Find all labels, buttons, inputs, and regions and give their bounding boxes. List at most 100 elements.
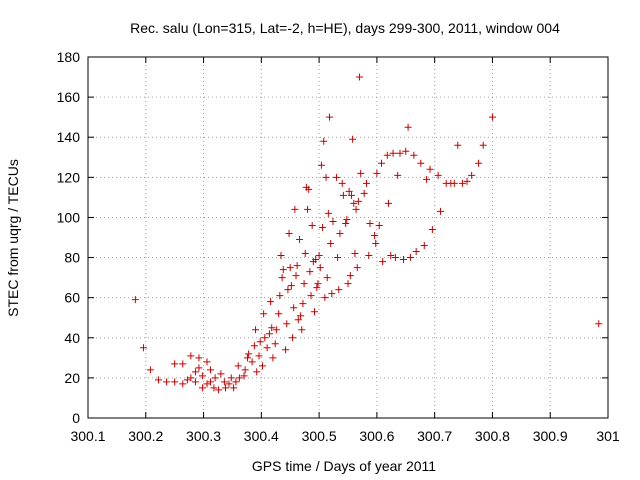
data-point xyxy=(248,358,256,366)
data-point xyxy=(227,374,235,382)
data-point xyxy=(375,221,383,229)
data-point xyxy=(324,209,332,217)
x-tick-label: 300.5 xyxy=(302,428,337,444)
data-point xyxy=(305,185,313,193)
data-point xyxy=(252,326,260,334)
data-point xyxy=(146,366,154,374)
data-point xyxy=(396,149,404,157)
x-axis-label: GPS time / Days of year 2011 xyxy=(252,458,436,474)
data-point xyxy=(373,169,381,177)
data-point xyxy=(283,320,291,328)
data-point xyxy=(222,384,230,392)
data-point xyxy=(267,298,275,306)
data-point xyxy=(463,177,471,185)
data-point xyxy=(220,378,228,386)
data-point xyxy=(287,282,295,290)
data-point xyxy=(334,254,342,262)
data-point xyxy=(179,380,187,388)
data-point xyxy=(258,362,266,370)
data-point xyxy=(171,378,179,386)
y-axis-label: STEC from uqrg / TECUs xyxy=(5,159,21,317)
data-point xyxy=(399,256,407,264)
data-point xyxy=(232,378,240,386)
data-point xyxy=(379,258,387,266)
data-point xyxy=(300,280,308,288)
data-point xyxy=(241,366,249,374)
data-point xyxy=(426,165,434,173)
data-point xyxy=(329,217,337,225)
data-point xyxy=(468,171,476,179)
data-point xyxy=(327,240,335,248)
data-point xyxy=(195,354,203,362)
data-point xyxy=(350,199,358,207)
x-tick-label: 300.8 xyxy=(475,428,510,444)
data-point xyxy=(289,334,297,342)
data-point xyxy=(163,378,171,386)
data-point xyxy=(187,374,195,382)
data-point xyxy=(317,161,325,169)
y-tick-label: 120 xyxy=(57,169,81,185)
data-point xyxy=(217,370,225,378)
data-point xyxy=(278,274,286,282)
data-point xyxy=(234,362,242,370)
y-tick-label: 0 xyxy=(72,410,80,426)
data-point xyxy=(282,346,290,354)
data-point xyxy=(417,159,425,167)
data-point xyxy=(339,191,347,199)
data-point xyxy=(365,252,373,260)
x-tick-label: 301 xyxy=(596,428,620,444)
data-point xyxy=(206,366,214,374)
data-point xyxy=(356,73,364,81)
data-point xyxy=(351,250,359,258)
data-point xyxy=(328,290,336,298)
y-tick-label: 20 xyxy=(64,370,80,386)
data-point xyxy=(293,262,301,270)
data-point xyxy=(406,254,414,262)
data-point xyxy=(391,254,399,262)
data-point xyxy=(276,292,284,300)
data-point xyxy=(291,205,299,213)
data-point xyxy=(420,242,428,250)
data-point xyxy=(284,286,292,294)
data-point xyxy=(412,248,420,256)
data-point xyxy=(272,326,280,334)
axis-ticks xyxy=(87,56,609,419)
data-point xyxy=(268,324,276,332)
data-point xyxy=(195,364,203,372)
data-point xyxy=(198,372,206,380)
data-points xyxy=(131,73,603,394)
data-point xyxy=(394,171,402,179)
data-point xyxy=(454,141,462,149)
data-point xyxy=(384,199,392,207)
chart-title: Rec. salu (Lon=315, Lat=-2, h=HE), days … xyxy=(130,20,560,36)
x-tick-label: 300.6 xyxy=(359,428,394,444)
data-point xyxy=(404,123,412,131)
data-point xyxy=(187,352,195,360)
data-point xyxy=(338,179,346,187)
data-point xyxy=(265,330,273,338)
data-point xyxy=(206,378,214,386)
data-point xyxy=(378,159,386,167)
y-tick-label: 100 xyxy=(57,209,81,225)
data-point xyxy=(256,338,264,346)
data-point xyxy=(423,175,431,183)
data-point xyxy=(131,296,139,304)
data-point xyxy=(275,310,283,318)
plot-frame xyxy=(87,56,609,419)
data-point xyxy=(372,240,380,248)
data-point xyxy=(301,250,309,258)
data-point xyxy=(235,374,243,382)
data-point xyxy=(250,342,258,350)
data-point xyxy=(349,135,357,143)
data-point xyxy=(285,229,293,237)
grid-lines xyxy=(88,57,608,418)
data-point xyxy=(271,340,279,348)
data-point xyxy=(362,179,370,187)
data-point xyxy=(179,360,187,368)
data-point xyxy=(313,284,321,292)
data-point xyxy=(387,252,395,260)
data-point xyxy=(260,310,268,318)
data-point xyxy=(295,236,303,244)
data-point xyxy=(402,147,410,155)
